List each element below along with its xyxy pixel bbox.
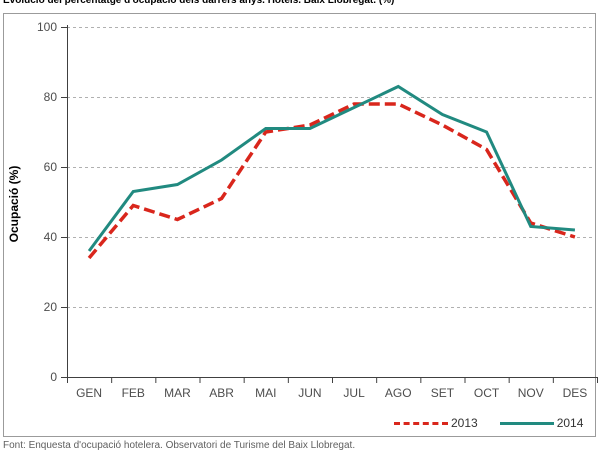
x-tick-label: AGO <box>385 386 412 400</box>
legend-swatch-2014 <box>499 421 554 425</box>
x-tick-label: SET <box>431 386 455 400</box>
y-tick-label: 20 <box>44 300 58 314</box>
source-note: Font: Enquesta d'ocupació hotelera. Obse… <box>3 440 356 450</box>
legend: 2013 2014 <box>394 416 583 430</box>
y-tick-label: 100 <box>37 20 57 34</box>
legend-swatch-2013 <box>394 421 448 425</box>
series-line-2014 <box>87 84 576 252</box>
x-tick-label: DES <box>563 386 588 400</box>
x-tick-label: NOV <box>518 386 544 400</box>
x-tick-label: MAI <box>255 386 276 400</box>
y-tick-label: 60 <box>44 160 58 174</box>
x-tick-label: ABR <box>209 386 234 400</box>
legend-item-2013: 2013 <box>394 416 478 430</box>
y-tick-label: 0 <box>50 370 57 384</box>
legend-label-2013: 2013 <box>451 416 478 430</box>
series-line-2013 <box>87 102 576 260</box>
x-tick-label: JUL <box>343 386 365 400</box>
y-axis-title: Ocupació (%) <box>7 165 21 243</box>
chart-frame <box>3 13 596 437</box>
x-tick-label: OCT <box>474 386 500 400</box>
x-tick-label: GEN <box>76 386 102 400</box>
x-tick-label: JUN <box>298 386 321 400</box>
y-tick-label: 80 <box>44 90 58 104</box>
x-tick-label: MAR <box>164 386 191 400</box>
legend-label-2014: 2014 <box>556 416 584 430</box>
y-tick-label: 40 <box>44 230 58 244</box>
legend-item-2014: 2014 <box>499 416 584 430</box>
x-tick-label: FEB <box>122 386 145 400</box>
chart-title: Evolució del percentatge d'ocupació dels… <box>3 0 395 6</box>
